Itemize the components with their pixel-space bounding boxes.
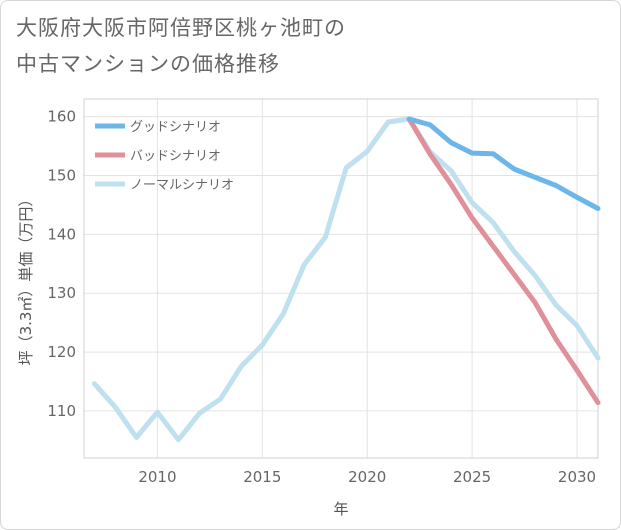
legend-label: バッドシナリオ <box>130 149 221 164</box>
series-line-2 <box>92 116 601 443</box>
x-tick-label: 2015 <box>243 468 281 486</box>
y-tick-label: 120 <box>47 343 76 361</box>
series-lines <box>92 116 601 443</box>
x-tick-label: 2025 <box>453 468 491 486</box>
grid-lines <box>84 99 598 458</box>
x-axis-ticks: 2010 2015 2020 2025 2030 <box>138 468 596 486</box>
y-axis-label: 坪（3.3㎡）単価（万円） <box>17 192 35 366</box>
y-tick-label: 160 <box>47 108 76 126</box>
y-tick-label: 110 <box>47 402 76 420</box>
series-line-1 <box>406 116 601 406</box>
plot-area-frame <box>83 98 599 459</box>
y-tick-label: 130 <box>47 284 76 302</box>
chart-title: 大阪府大阪市阿倍野区桃ヶ池町の 中古マンションの価格推移 <box>16 10 346 82</box>
x-tick-label: 2020 <box>348 468 386 486</box>
y-axis-ticks: 110 120 130 140 150 160 <box>47 108 76 420</box>
x-tick-label: 2010 <box>138 468 176 486</box>
chart-title-line-1: 大阪府大阪市阿倍野区桃ヶ池町の <box>16 16 346 40</box>
legend-label: グッドシナリオ <box>130 120 221 135</box>
y-tick-label: 150 <box>47 167 76 185</box>
y-tick-label: 140 <box>47 225 76 243</box>
chart-title-line-2: 中古マンションの価格推移 <box>16 52 280 76</box>
x-axis-label: 年 <box>333 500 348 518</box>
legend-label: ノーマルシナリオ <box>130 178 234 193</box>
series-line-0 <box>406 116 601 211</box>
x-tick-label: 2030 <box>558 468 596 486</box>
